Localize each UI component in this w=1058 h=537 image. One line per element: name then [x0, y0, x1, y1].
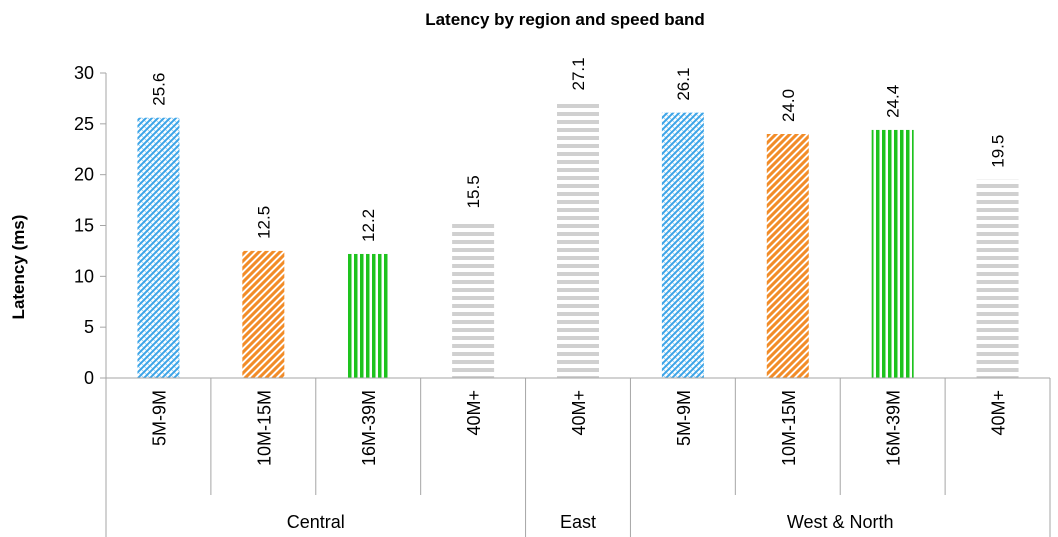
bar-central-10m-15m: [242, 250, 285, 378]
data-labels: 25.6 12.5 12.2 15.5 27.1 26.1 24.0 24.4 19.5: [149, 57, 1007, 242]
data-label: 19.5: [989, 135, 1008, 168]
x-category-label: 10M-15M: [254, 390, 274, 466]
y-tick-label: 25: [74, 114, 94, 134]
data-label: 24.0: [779, 89, 798, 122]
y-tick-label: 20: [74, 165, 94, 185]
x-category-label: 10M-15M: [779, 390, 799, 466]
bars: [137, 102, 1019, 379]
x-category-label: 5M-9M: [149, 390, 169, 446]
y-tick-label: 10: [74, 266, 94, 286]
data-label: 26.1: [674, 68, 693, 101]
x-group-label: Central: [287, 512, 345, 532]
x-category-label: 40M+: [569, 390, 589, 436]
data-label: 25.6: [149, 73, 168, 106]
bar-central-40m-plus: [452, 220, 495, 378]
data-label: 24.4: [884, 85, 903, 118]
x-category-label: 5M-9M: [674, 390, 694, 446]
bar-west-north-5m-9m: [661, 112, 704, 379]
y-tick-label: 30: [74, 63, 94, 83]
chart-title: Latency by region and speed band: [425, 10, 705, 29]
x-axis: 5M-9M 10M-15M 16M-39M 40M+ 40M+ 5M-9M 10M-15M 1…: [105, 377, 1051, 537]
x-category-label: 16M-39M: [359, 390, 379, 466]
bar-east-40m-plus: [557, 102, 599, 378]
x-category-label: 40M+: [989, 390, 1009, 436]
x-category-label: 40M+: [464, 390, 484, 436]
bar-west-north-10m-15m: [766, 134, 809, 378]
x-category-label: 16M-39M: [884, 390, 904, 466]
y-tick-label: 0: [84, 368, 94, 388]
data-label: 15.5: [464, 175, 483, 208]
x-group-label: East: [560, 512, 596, 532]
y-tick-label: 5: [84, 317, 94, 337]
y-axis-label: Latency (ms): [9, 215, 28, 320]
y-axis: 0 5 10 15 20 25 30: [74, 63, 107, 388]
bar-west-north-40m-plus: [976, 179, 1019, 378]
y-tick-label: 15: [74, 216, 94, 236]
x-group-label: West & North: [787, 512, 894, 532]
bar-central-16m-39m: [347, 253, 390, 378]
data-label: 27.1: [569, 57, 588, 90]
data-label: 12.2: [359, 209, 378, 242]
data-label: 12.5: [254, 206, 273, 239]
bar-west-north-16m-39m: [871, 129, 914, 378]
bar-central-5m-9m: [137, 117, 180, 378]
